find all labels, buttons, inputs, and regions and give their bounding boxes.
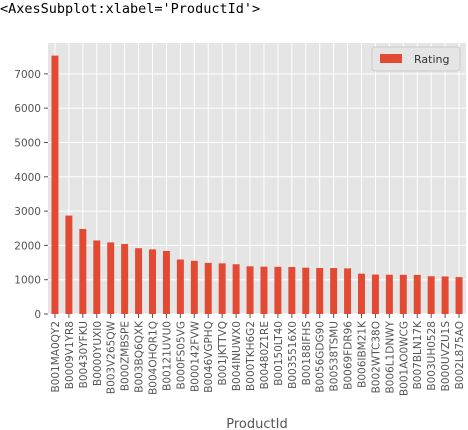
bar <box>149 249 156 314</box>
x-tick-label: B0000YUXI0 <box>92 321 104 386</box>
bar <box>79 229 87 314</box>
x-tick-label: B003UH0528 <box>426 321 438 391</box>
bar <box>162 250 170 314</box>
x-tick-label: B001MA0QY2 <box>50 321 62 393</box>
x-tick-label: B00150LT40 <box>273 321 285 386</box>
x-tick-label: B001JKTTVQ <box>217 321 229 386</box>
bar <box>316 268 324 314</box>
bar <box>358 273 365 314</box>
plot-area <box>48 43 466 314</box>
x-tick-labels: B001MA0QY2 B0009V1YR8 B00430YFKU B0000YUXI0… <box>50 314 466 396</box>
x-tick-label: B00430YFKU <box>78 321 90 388</box>
bar <box>107 242 115 314</box>
x-tick-label: B006L1DNWY <box>384 320 396 393</box>
x-tick-label: B0009V1YR8 <box>64 321 76 389</box>
legend: Rating <box>371 46 461 72</box>
x-tick-label: B000TKH6G2 <box>245 321 257 391</box>
x-tick-label: B000142FVW <box>189 320 201 392</box>
bar <box>413 274 421 314</box>
x-tick-label: B000UVZU1S <box>440 321 452 392</box>
legend-label: Rating <box>414 53 449 66</box>
x-tick-label: B003BQ6QXK <box>134 320 146 393</box>
bar <box>135 248 143 314</box>
bar <box>232 264 240 314</box>
bar <box>427 276 435 314</box>
x-tick-label: B00121UVU0 <box>161 321 173 391</box>
y-tick-label: 4000 <box>14 172 41 184</box>
x-tick-label: B004INUWX0 <box>231 321 243 391</box>
bars <box>51 55 463 315</box>
bar <box>93 240 101 314</box>
y-tick-label: 3000 <box>14 206 41 218</box>
x-tick-label: B001AO0WCG <box>398 321 410 396</box>
y-tick-label: 2000 <box>14 240 41 252</box>
x-tick-label: B004OHQR1Q <box>148 321 160 395</box>
output-repr: <AxesSubplot:xlabel='ProductId'> <box>0 1 261 17</box>
bar <box>371 274 379 314</box>
x-tick-label: B0035516X0 <box>287 321 299 389</box>
bar <box>204 262 212 314</box>
x-tick-label: B002L875AO <box>454 321 466 389</box>
bar <box>455 277 463 314</box>
y-tick-label: 0 <box>34 309 41 321</box>
x-tick-label: B000ZMBSPE <box>120 321 132 391</box>
x-tick-label: B00188IFHS <box>301 321 313 386</box>
bar <box>176 259 184 314</box>
x-tick-label: B006IBM21K <box>357 320 369 388</box>
bar <box>344 268 352 314</box>
x-axis-label: ProductId <box>226 417 287 430</box>
x-tick-label: B00480Z1RE <box>259 321 271 389</box>
bar <box>399 274 407 314</box>
x-tick-label: B00538TSMU <box>329 321 341 391</box>
bar <box>260 266 268 314</box>
bar <box>330 268 338 314</box>
bar <box>441 276 449 314</box>
x-tick-label: B0056GDG90 <box>315 321 327 393</box>
bar <box>121 243 129 314</box>
x-tick-label: B003V265QW <box>106 320 118 394</box>
y-tick-label: 6000 <box>14 103 41 115</box>
bar <box>288 267 296 314</box>
bar <box>190 260 198 314</box>
legend-box <box>371 46 461 72</box>
x-tick-label: B0069FDR96 <box>343 321 355 390</box>
bar <box>302 267 310 314</box>
y-tick-labels: 0 1000 2000 3000 4000 5000 6000 7000 <box>14 69 48 321</box>
y-tick-label: 5000 <box>14 137 41 149</box>
x-tick-label: B0046VGPHQ <box>203 321 215 393</box>
y-tick-label: 1000 <box>14 275 41 287</box>
bar <box>51 55 59 315</box>
bar <box>274 266 282 314</box>
x-tick-label: B007BLN17K <box>412 320 424 390</box>
bar <box>65 215 73 314</box>
y-tick-label: 7000 <box>14 69 41 81</box>
x-tick-label: B000FS05VG <box>175 321 187 389</box>
x-tick-label: B002WTC38O <box>370 321 382 393</box>
bar <box>218 263 226 314</box>
legend-swatch <box>380 54 402 63</box>
bar <box>246 266 254 314</box>
bar <box>385 274 393 314</box>
